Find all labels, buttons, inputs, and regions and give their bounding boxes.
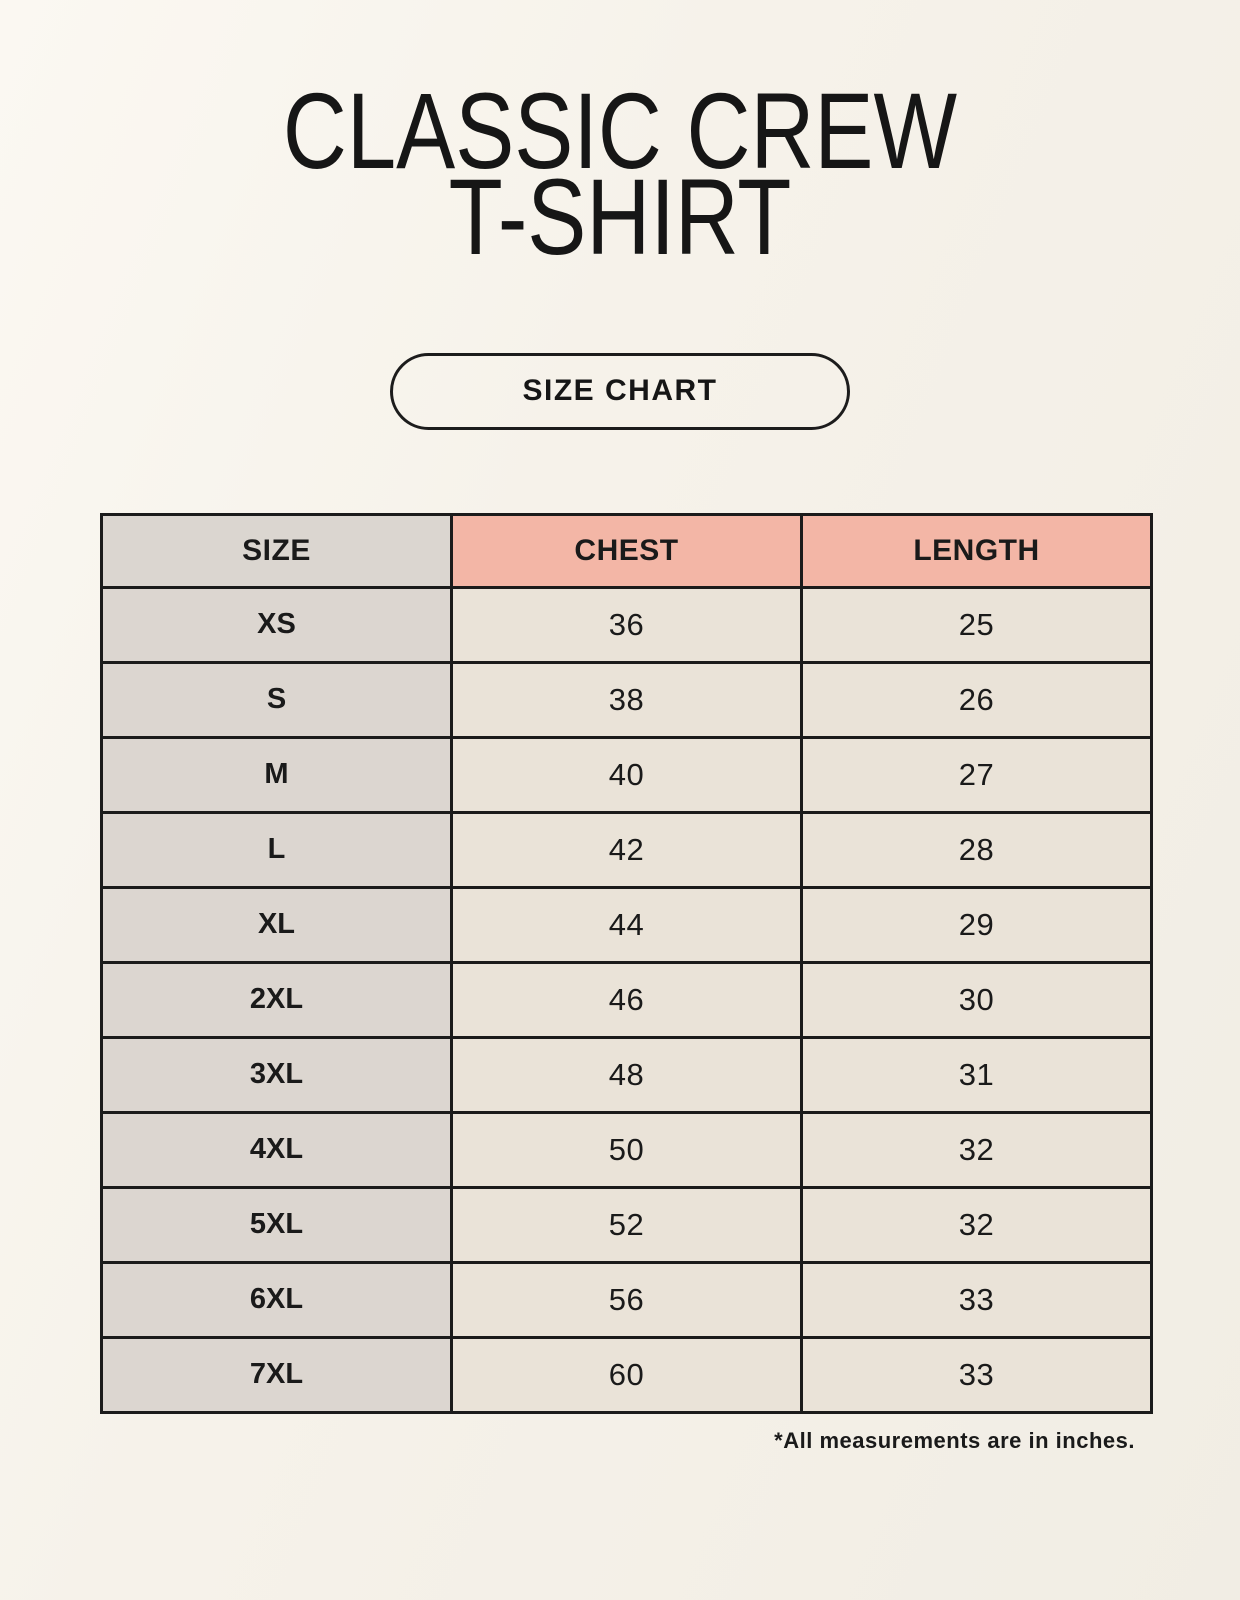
length-cell: 30 xyxy=(800,960,1153,1039)
size-cell: 7XL xyxy=(100,1335,453,1414)
table-row: M 40 27 xyxy=(100,735,1153,814)
size-cell: XL xyxy=(100,885,453,964)
page-title: CLASSIC CREW T-SHIRT xyxy=(0,0,1240,278)
column-header-size: SIZE xyxy=(100,512,453,589)
size-cell: 2XL xyxy=(100,960,453,1039)
size-cell: L xyxy=(100,810,453,889)
chest-cell: 38 xyxy=(450,660,803,739)
page-title-line-1: CLASSIC CREW xyxy=(282,70,958,191)
table-header-row: SIZE CHEST LENGTH xyxy=(100,512,1153,589)
chest-cell: 50 xyxy=(450,1110,803,1189)
length-cell: 33 xyxy=(800,1335,1153,1414)
size-table: SIZE CHEST LENGTH XS 36 25 S 38 26 M 40 27 L 42 28 X… xyxy=(100,512,1153,1414)
size-cell: XS xyxy=(100,585,453,664)
chest-cell: 52 xyxy=(450,1185,803,1264)
table-row: XL 44 29 xyxy=(100,885,1153,964)
length-cell: 26 xyxy=(800,660,1153,739)
table-row: 5XL 52 32 xyxy=(100,1185,1153,1264)
length-cell: 32 xyxy=(800,1110,1153,1189)
table-row: XS 36 25 xyxy=(100,585,1153,664)
size-cell: 3XL xyxy=(100,1035,453,1114)
table-row: L 42 28 xyxy=(100,810,1153,889)
size-chart-button[interactable]: SIZE CHART xyxy=(390,352,850,430)
size-table-head: SIZE CHEST LENGTH xyxy=(100,512,1153,589)
size-cell: 6XL xyxy=(100,1260,453,1339)
chest-cell: 40 xyxy=(450,735,803,814)
column-header-chest: CHEST xyxy=(450,512,803,589)
chest-cell: 42 xyxy=(450,810,803,889)
length-cell: 31 xyxy=(800,1035,1153,1114)
table-row: 7XL 60 33 xyxy=(100,1335,1153,1414)
length-cell: 33 xyxy=(800,1260,1153,1339)
chest-cell: 60 xyxy=(450,1335,803,1414)
size-cell: S xyxy=(100,660,453,739)
length-cell: 28 xyxy=(800,810,1153,889)
chest-cell: 48 xyxy=(450,1035,803,1114)
size-table-body: XS 36 25 S 38 26 M 40 27 L 42 28 XL 44 29 2XL 46 30 3XL 48 3… xyxy=(100,585,1153,1414)
table-row: 3XL 48 31 xyxy=(100,1035,1153,1114)
size-cell: 5XL xyxy=(100,1185,453,1264)
measurements-note: *All measurements are in inches. xyxy=(774,1427,1135,1453)
table-row: S 38 26 xyxy=(100,660,1153,739)
table-row: 2XL 46 30 xyxy=(100,960,1153,1039)
table-row: 6XL 56 33 xyxy=(100,1260,1153,1339)
size-cell: M xyxy=(100,735,453,814)
length-cell: 29 xyxy=(800,885,1153,964)
table-row: 4XL 50 32 xyxy=(100,1110,1153,1189)
chest-cell: 36 xyxy=(450,585,803,664)
page-title-line-2: T-SHIRT xyxy=(448,156,792,278)
length-cell: 27 xyxy=(800,735,1153,814)
size-cell: 4XL xyxy=(100,1110,453,1189)
length-cell: 32 xyxy=(800,1185,1153,1264)
size-chart-button-label: SIZE CHART xyxy=(522,374,718,408)
column-header-length: LENGTH xyxy=(800,512,1153,589)
chest-cell: 56 xyxy=(450,1260,803,1339)
chest-cell: 44 xyxy=(450,885,803,964)
length-cell: 25 xyxy=(800,585,1153,664)
chest-cell: 46 xyxy=(450,960,803,1039)
